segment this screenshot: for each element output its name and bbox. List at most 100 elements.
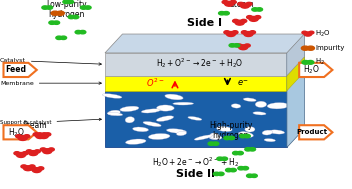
Text: Feed: Feed <box>6 65 27 74</box>
Circle shape <box>48 148 54 151</box>
Bar <box>105 53 287 76</box>
Circle shape <box>53 21 59 24</box>
Circle shape <box>256 8 263 11</box>
Ellipse shape <box>107 112 123 116</box>
Circle shape <box>221 157 227 160</box>
Circle shape <box>244 44 250 47</box>
Ellipse shape <box>133 127 149 132</box>
Circle shape <box>237 151 243 155</box>
Circle shape <box>51 11 59 15</box>
Circle shape <box>42 133 47 136</box>
Circle shape <box>26 150 32 153</box>
Circle shape <box>213 142 219 145</box>
Circle shape <box>228 136 234 140</box>
Circle shape <box>56 36 62 40</box>
Ellipse shape <box>238 132 253 137</box>
Ellipse shape <box>267 103 289 109</box>
Circle shape <box>239 45 248 50</box>
Ellipse shape <box>253 112 266 115</box>
Ellipse shape <box>243 98 256 101</box>
Circle shape <box>73 15 79 19</box>
Circle shape <box>241 19 247 22</box>
Ellipse shape <box>148 133 170 139</box>
Circle shape <box>307 46 314 50</box>
Circle shape <box>247 174 253 177</box>
Circle shape <box>302 60 309 64</box>
Circle shape <box>42 6 48 9</box>
Circle shape <box>37 133 43 136</box>
Circle shape <box>238 167 244 170</box>
Circle shape <box>232 31 238 34</box>
Circle shape <box>75 30 81 34</box>
Circle shape <box>240 134 246 138</box>
Circle shape <box>309 31 314 34</box>
Circle shape <box>21 165 27 168</box>
Circle shape <box>246 2 252 5</box>
Bar <box>105 76 287 91</box>
Circle shape <box>22 152 28 155</box>
Text: $\rm H_2O$: $\rm H_2O$ <box>315 29 331 39</box>
Text: $\rm H_2O$: $\rm H_2O$ <box>8 126 25 139</box>
Circle shape <box>217 157 223 160</box>
Circle shape <box>49 21 55 24</box>
Circle shape <box>229 44 235 47</box>
Circle shape <box>252 8 258 11</box>
Text: Low-purity
hydrogen: Low-purity hydrogen <box>46 0 87 19</box>
Circle shape <box>85 6 91 9</box>
Text: High-purity
hydrogen: High-purity hydrogen <box>209 121 253 140</box>
Text: $\rm H_2O + 2e^- \rightarrow O^{2-} + H_2$: $\rm H_2O + 2e^- \rightarrow O^{2-} + H_… <box>152 156 239 170</box>
Circle shape <box>233 44 240 47</box>
Circle shape <box>46 6 52 9</box>
Ellipse shape <box>264 139 276 142</box>
Circle shape <box>18 136 27 140</box>
Ellipse shape <box>209 136 222 140</box>
Circle shape <box>29 165 35 168</box>
Circle shape <box>249 16 258 21</box>
Ellipse shape <box>188 116 202 120</box>
Polygon shape <box>287 57 304 91</box>
Circle shape <box>241 31 247 34</box>
Text: $\rm H_2O$: $\rm H_2O$ <box>303 64 320 76</box>
Circle shape <box>230 0 236 4</box>
Circle shape <box>60 36 67 40</box>
Polygon shape <box>299 125 332 139</box>
Circle shape <box>238 2 244 5</box>
Ellipse shape <box>245 127 255 132</box>
Ellipse shape <box>255 101 266 107</box>
Circle shape <box>244 134 250 138</box>
Circle shape <box>36 134 45 139</box>
Circle shape <box>16 135 21 138</box>
Ellipse shape <box>108 110 120 115</box>
Circle shape <box>33 133 39 136</box>
Text: Steam: Steam <box>229 0 254 9</box>
Circle shape <box>34 150 40 153</box>
Ellipse shape <box>157 105 174 111</box>
Ellipse shape <box>173 102 194 105</box>
Circle shape <box>242 167 249 170</box>
Circle shape <box>224 136 230 140</box>
Ellipse shape <box>216 126 232 132</box>
Circle shape <box>301 46 309 50</box>
Text: $e^{-}$: $e^{-}$ <box>237 78 249 88</box>
Ellipse shape <box>269 130 285 134</box>
Circle shape <box>38 167 44 170</box>
Ellipse shape <box>143 122 161 127</box>
Circle shape <box>230 168 236 172</box>
Ellipse shape <box>166 129 187 133</box>
Ellipse shape <box>210 133 220 139</box>
Ellipse shape <box>102 94 122 98</box>
Text: Support & catalyst: Support & catalyst <box>0 118 101 125</box>
Circle shape <box>250 31 256 34</box>
Circle shape <box>251 174 257 177</box>
Text: Side I: Side I <box>187 18 222 28</box>
Circle shape <box>29 151 38 156</box>
Ellipse shape <box>120 106 139 112</box>
Circle shape <box>247 15 252 19</box>
Polygon shape <box>287 34 304 147</box>
Ellipse shape <box>141 109 161 113</box>
Circle shape <box>218 172 224 176</box>
Circle shape <box>17 153 26 157</box>
Circle shape <box>68 15 74 19</box>
Circle shape <box>302 31 307 34</box>
Text: Membrane: Membrane <box>0 81 101 86</box>
